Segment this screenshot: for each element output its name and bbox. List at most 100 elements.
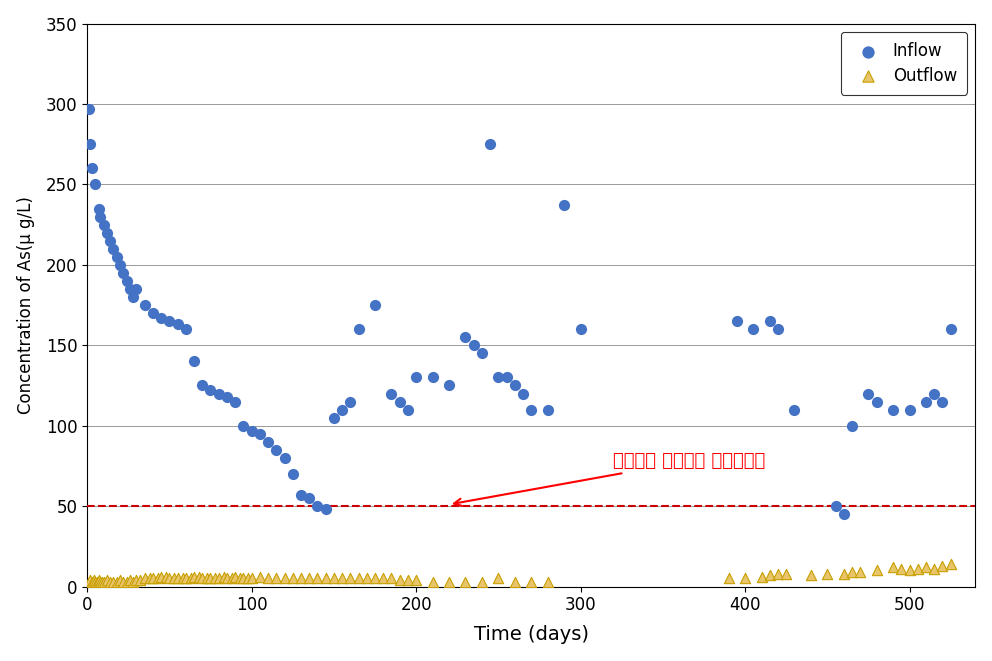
Outflow (85, 575, 101, 586)
Outflow (425, 576, 440, 587)
Outflow (129, 575, 145, 586)
Outflow (99, 575, 115, 586)
Outflow (158, 572, 174, 582)
Outflow (102, 576, 118, 587)
Outflow (183, 573, 198, 584)
Outflow (334, 573, 350, 584)
Inflow (153, 313, 169, 323)
Outflow (170, 573, 186, 584)
Inflow (408, 372, 424, 383)
Outflow (317, 573, 333, 584)
Outflow (927, 564, 942, 574)
Inflow (869, 397, 885, 407)
Inflow (836, 509, 852, 520)
Outflow (754, 572, 770, 582)
Inflow (392, 397, 408, 407)
Inflow (524, 405, 540, 415)
Outflow (115, 576, 131, 587)
Inflow (350, 324, 366, 334)
Inflow (400, 405, 416, 415)
Outflow (350, 573, 366, 584)
Inflow (95, 219, 111, 230)
Inflow (540, 405, 556, 415)
Outflow (869, 565, 885, 576)
Inflow (122, 284, 138, 294)
Outflow (803, 570, 818, 580)
Inflow (927, 388, 942, 399)
Inflow (194, 380, 210, 391)
Inflow (507, 380, 523, 391)
Inflow (92, 212, 108, 222)
Inflow (115, 268, 131, 278)
Inflow (125, 292, 141, 302)
Outflow (95, 576, 111, 587)
Inflow (942, 324, 958, 334)
Outflow (199, 573, 215, 584)
Outflow (310, 573, 325, 584)
Outflow (836, 568, 852, 579)
Outflow (92, 576, 108, 587)
Inflow (129, 284, 145, 294)
Outflow (105, 576, 121, 587)
Outflow (219, 573, 235, 584)
Outflow (150, 573, 166, 584)
Inflow (787, 405, 803, 415)
Outflow (153, 572, 169, 582)
Outflow (375, 573, 391, 584)
Outflow (194, 573, 210, 584)
Outflow (400, 575, 416, 586)
Outflow (392, 575, 408, 586)
Outflow (191, 572, 207, 582)
Inflow (326, 412, 342, 423)
Inflow (474, 348, 490, 359)
Outflow (269, 573, 285, 584)
Outflow (142, 573, 158, 584)
Outflow (210, 573, 226, 584)
Inflow (260, 436, 276, 447)
Inflow (202, 385, 218, 395)
Inflow (99, 227, 115, 238)
Outflow (885, 562, 901, 572)
Inflow (885, 405, 901, 415)
Outflow (94, 576, 110, 587)
Inflow (557, 200, 572, 211)
Inflow (860, 388, 876, 399)
Y-axis label: Concentration of As(μ g/L): Concentration of As(μ g/L) (17, 196, 35, 414)
Outflow (84, 576, 100, 587)
Outflow (326, 573, 342, 584)
Inflow (112, 260, 128, 270)
Inflow (102, 235, 118, 246)
Outflow (90, 575, 106, 586)
Outflow (894, 564, 910, 574)
Inflow (277, 453, 293, 463)
Inflow (178, 324, 193, 334)
Outflow (852, 566, 868, 577)
Outflow (89, 576, 105, 587)
Outflow (87, 576, 103, 587)
Inflow (90, 204, 106, 214)
Outflow (910, 564, 926, 574)
Inflow (770, 324, 786, 334)
Outflow (762, 570, 778, 580)
Inflow (105, 243, 121, 254)
Inflow (457, 332, 473, 342)
Inflow (219, 391, 235, 402)
Outflow (844, 566, 860, 577)
Outflow (441, 576, 457, 587)
X-axis label: Time (days): Time (days) (474, 625, 588, 644)
Inflow (499, 372, 515, 383)
Inflow (317, 504, 333, 515)
Outflow (162, 573, 178, 584)
Inflow (745, 324, 761, 334)
Outflow (227, 572, 243, 582)
Inflow (482, 139, 498, 149)
Inflow (342, 397, 358, 407)
Inflow (145, 308, 161, 319)
Outflow (145, 573, 161, 584)
Inflow (252, 428, 268, 439)
Outflow (167, 573, 183, 584)
Outflow (342, 573, 358, 584)
Inflow (227, 397, 243, 407)
Outflow (942, 559, 958, 569)
Outflow (137, 573, 153, 584)
